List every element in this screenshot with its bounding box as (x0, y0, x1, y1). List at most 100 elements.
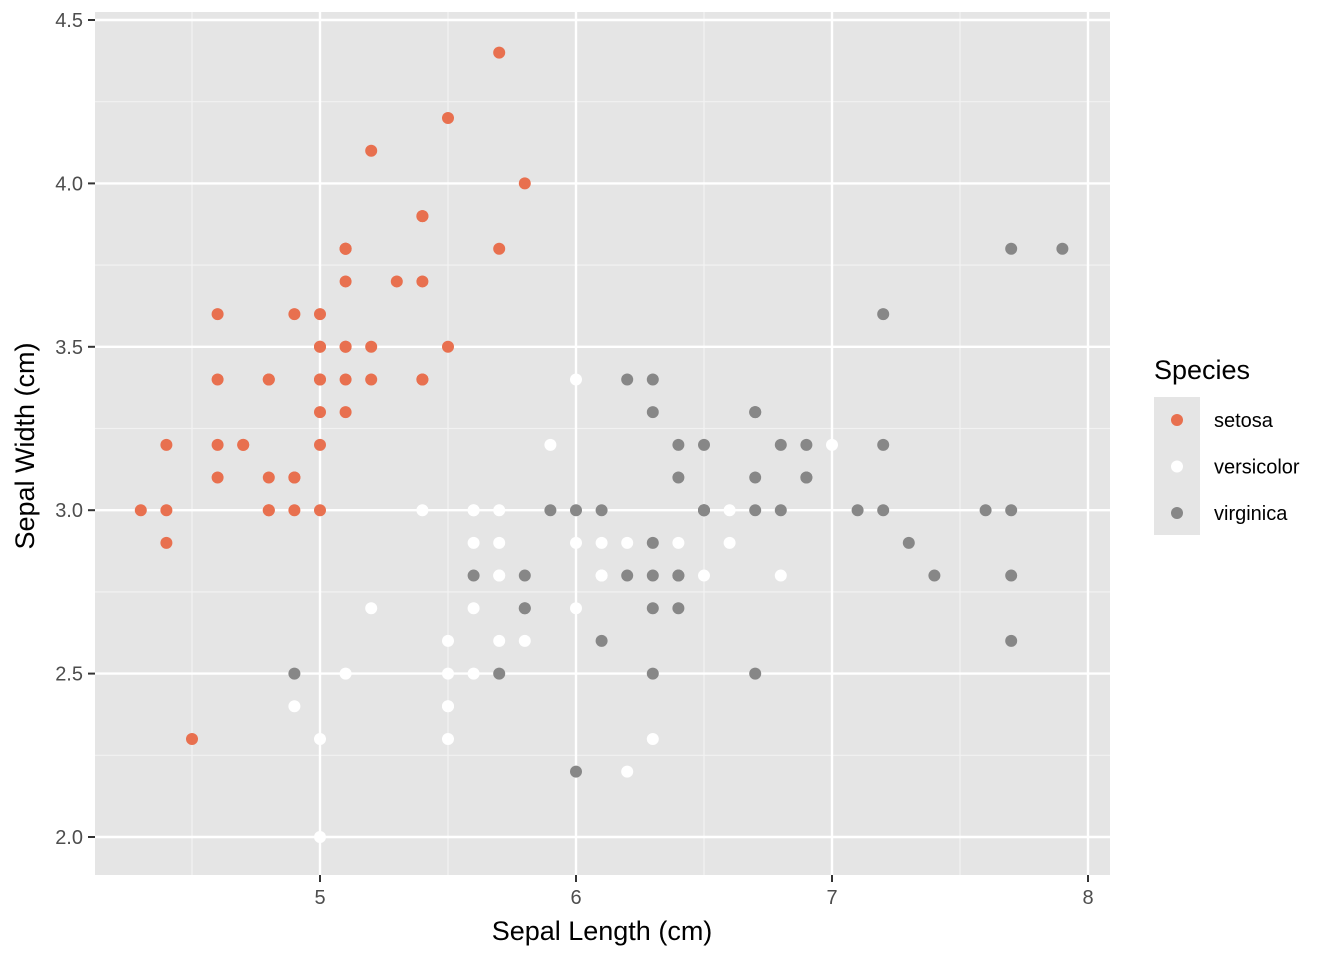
data-point-virginica (646, 569, 659, 582)
data-point-versicolor (314, 732, 326, 745)
data-point-virginica (877, 308, 890, 321)
data-point-versicolor (493, 569, 506, 582)
data-point-versicolor (288, 700, 301, 713)
data-point-virginica (1005, 569, 1018, 582)
data-point-virginica (595, 504, 608, 517)
data-point-versicolor (544, 438, 557, 451)
data-point-setosa (493, 46, 506, 59)
data-point-virginica (1005, 242, 1018, 255)
y-axis: 2.0 2.5 3.0 3.5 4.0 4.5 (55, 10, 95, 849)
data-point-setosa (211, 308, 224, 321)
legend: Species setosa versicolor virginica (1154, 355, 1300, 535)
x-tick-label: 6 (570, 887, 581, 909)
data-point-versicolor (646, 732, 659, 745)
data-point-virginica (672, 471, 685, 484)
data-point-virginica (621, 569, 634, 582)
data-point-setosa (211, 471, 224, 484)
data-point-virginica (877, 504, 890, 517)
data-point-virginica (902, 536, 915, 549)
data-point-virginica (646, 667, 659, 680)
data-points (134, 46, 1069, 843)
data-point-virginica (749, 471, 762, 484)
legend-key-virginica (1171, 507, 1183, 519)
data-point-setosa (314, 340, 326, 353)
y-tick-label: 3.0 (55, 500, 83, 522)
data-point-virginica (1056, 242, 1069, 255)
data-point-virginica (672, 602, 685, 615)
data-point-virginica (672, 438, 685, 451)
data-point-versicolor (595, 569, 608, 582)
y-tick-label: 2.5 (55, 664, 83, 686)
data-point-setosa (416, 373, 429, 386)
data-point-versicolor (442, 732, 454, 745)
data-point-setosa (211, 373, 224, 386)
data-point-virginica (646, 406, 659, 419)
data-point-virginica (518, 569, 531, 582)
data-point-versicolor (570, 536, 582, 549)
data-point-virginica (800, 471, 813, 484)
data-point-versicolor (723, 504, 736, 517)
y-tick-label: 3.5 (55, 337, 83, 359)
data-point-virginica (1005, 634, 1018, 647)
data-point-setosa (262, 504, 275, 517)
data-point-setosa (339, 275, 352, 288)
y-tick-label: 4.0 (55, 173, 83, 195)
data-point-versicolor (442, 667, 454, 680)
data-point-virginica (518, 602, 531, 615)
y-tick-label: 4.5 (55, 10, 83, 32)
data-point-setosa (365, 373, 378, 386)
data-point-versicolor (595, 536, 608, 549)
data-point-versicolor (621, 765, 634, 778)
data-point-versicolor (416, 504, 429, 517)
data-point-versicolor (570, 373, 582, 386)
data-point-setosa (314, 373, 326, 386)
data-point-setosa (339, 340, 352, 353)
legend-key-versicolor (1171, 460, 1183, 473)
data-point-versicolor (493, 504, 506, 517)
data-point-setosa (186, 732, 198, 745)
data-point-setosa (288, 471, 301, 484)
legend-key-setosa (1171, 414, 1183, 426)
data-point-virginica (928, 569, 941, 582)
data-point-setosa (314, 406, 326, 419)
data-point-virginica (672, 569, 685, 582)
y-axis-title: Sepal Width (cm) (10, 342, 40, 549)
x-tick-label: 7 (826, 887, 837, 909)
x-axis: 5 6 7 8 (314, 875, 1094, 909)
data-point-versicolor (365, 602, 378, 615)
data-point-virginica (646, 536, 659, 549)
data-point-virginica (749, 406, 762, 419)
data-point-setosa (442, 340, 454, 353)
data-point-virginica (698, 504, 710, 517)
x-tick-label: 5 (314, 887, 325, 909)
data-point-setosa (314, 504, 326, 517)
legend-label-versicolor: versicolor (1214, 457, 1300, 479)
data-point-setosa (314, 308, 326, 321)
y-tick-label: 2.0 (55, 827, 83, 849)
data-point-virginica (493, 667, 506, 680)
data-point-versicolor (339, 667, 352, 680)
data-point-virginica (851, 504, 864, 517)
data-point-virginica (570, 504, 582, 517)
data-point-setosa (416, 275, 429, 288)
data-point-versicolor (518, 634, 531, 647)
data-point-setosa (160, 438, 173, 451)
data-point-virginica (288, 667, 301, 680)
data-point-virginica (698, 438, 710, 451)
data-point-setosa (237, 438, 250, 451)
data-point-virginica (621, 373, 634, 386)
x-tick-label: 8 (1082, 887, 1093, 909)
data-point-virginica (979, 504, 992, 517)
data-point-virginica (774, 504, 787, 517)
data-point-versicolor (467, 504, 480, 517)
data-point-setosa (160, 536, 173, 549)
data-point-virginica (646, 373, 659, 386)
data-point-versicolor (493, 634, 506, 647)
data-point-setosa (314, 438, 326, 451)
data-point-virginica (774, 438, 787, 451)
data-point-setosa (518, 177, 531, 190)
legend-label-virginica: virginica (1214, 503, 1288, 525)
data-point-virginica (595, 634, 608, 647)
data-point-setosa (365, 340, 378, 353)
